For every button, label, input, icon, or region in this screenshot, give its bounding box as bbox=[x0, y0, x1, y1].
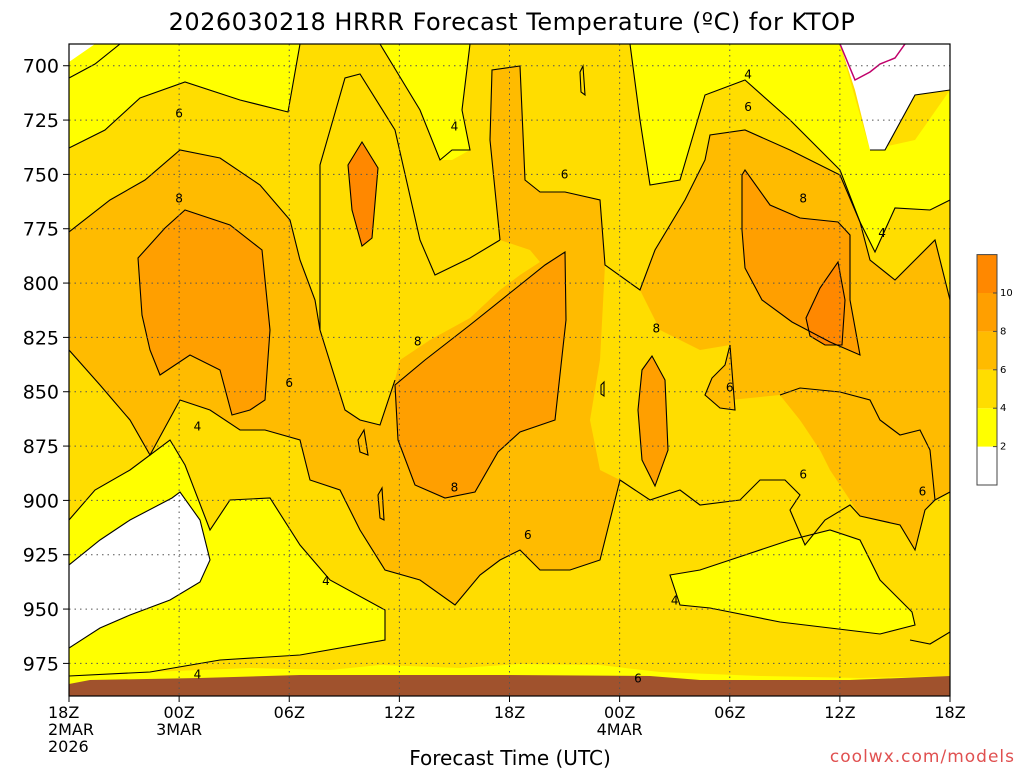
contour-label: 8 bbox=[653, 322, 661, 336]
field-2-4-lower-left bbox=[69, 440, 385, 676]
field-below-2-lower-left bbox=[69, 492, 210, 648]
field-below-2-top-left bbox=[69, 44, 95, 62]
x-tick-label: 12Z bbox=[824, 703, 855, 722]
contour-label: 6 bbox=[634, 672, 642, 686]
y-tick-label: 975 bbox=[23, 653, 59, 675]
field-6-8-middle-right-patch bbox=[705, 345, 735, 410]
colorbar-swatch bbox=[977, 293, 997, 332]
terrain bbox=[69, 675, 950, 696]
x-tick-label: 2026 bbox=[48, 737, 89, 756]
field-8-10-middle bbox=[395, 252, 566, 498]
x-tick-label: 3MAR bbox=[156, 720, 202, 739]
contour-label: 4 bbox=[451, 120, 459, 134]
x-tick-label: 06Z bbox=[714, 703, 745, 722]
field-2-4-top-right bbox=[630, 44, 950, 252]
contour-label: 4 bbox=[194, 667, 202, 681]
y-tick-label: 850 bbox=[23, 382, 59, 404]
x-tick-label: 06Z bbox=[274, 703, 305, 722]
contour-label: 6 bbox=[524, 528, 532, 542]
contour-label: 4 bbox=[878, 226, 886, 240]
field-10-12-right bbox=[806, 262, 845, 345]
x-axis-label: Forecast Time (UTC) bbox=[409, 746, 611, 768]
field-below-2-top-right bbox=[840, 44, 950, 150]
y-tick-label: 800 bbox=[23, 273, 59, 295]
y-tick-label: 750 bbox=[23, 164, 59, 186]
colorbar-swatch bbox=[977, 446, 997, 485]
field-10-12-upper-middle bbox=[348, 142, 378, 246]
contour-label: 4 bbox=[194, 420, 202, 434]
y-tick-label: 875 bbox=[23, 436, 59, 458]
field-6-8-right bbox=[780, 388, 935, 550]
y-tick-label: 825 bbox=[23, 327, 59, 349]
x-tick-label: 00Z bbox=[604, 703, 635, 722]
field-8-10-center-right bbox=[638, 356, 668, 486]
contour-lines bbox=[69, 44, 950, 677]
y-tick-label: 725 bbox=[23, 110, 59, 132]
field-2-4-top-middle bbox=[380, 44, 470, 160]
gridlines bbox=[69, 44, 950, 696]
colorbar-swatch bbox=[977, 369, 997, 409]
field-2-4-upper-left bbox=[69, 44, 300, 148]
contour-label: 6 bbox=[919, 485, 927, 499]
contour-label: 8 bbox=[414, 335, 422, 349]
y-tick-label: 925 bbox=[23, 545, 59, 567]
x-tick-label: 00Z bbox=[163, 703, 194, 722]
colorbar-label: 6 bbox=[1000, 365, 1006, 376]
contour-label: 4 bbox=[744, 67, 752, 81]
y-tick-label: 900 bbox=[23, 490, 59, 512]
field-2-4-lower-right bbox=[670, 530, 915, 634]
contour-label: 4 bbox=[671, 593, 679, 607]
colorbar-swatch bbox=[977, 408, 997, 447]
colorbar-label: 10 bbox=[1000, 288, 1013, 299]
contour-labels: 6 8 4 6 4 6 8 4 8 8 6 6 4 6 6 8 6 4 4 4 6 bbox=[175, 67, 926, 685]
contour-label: 6 bbox=[799, 467, 807, 481]
y-tick-label: 700 bbox=[23, 56, 59, 78]
x-tick-label: 18Z bbox=[934, 703, 965, 722]
colorbar-swatch bbox=[977, 331, 997, 370]
contour-label: 8 bbox=[799, 191, 807, 205]
contour-label: 6 bbox=[726, 380, 734, 394]
contour-label: 6 bbox=[175, 107, 183, 121]
x-tick-label: 18Z bbox=[48, 703, 79, 722]
x-tick-label: 4MAR bbox=[597, 720, 643, 739]
contour-label: 8 bbox=[451, 480, 459, 494]
contour-label: 6 bbox=[285, 376, 293, 390]
contour-label: 4 bbox=[322, 574, 330, 588]
colorbar: 2 4 6 8 10 bbox=[976, 254, 1013, 486]
credit-text: coolwx.com/models bbox=[830, 747, 1015, 767]
colorbar-swatch bbox=[977, 254, 997, 293]
y-tick-label: 950 bbox=[23, 599, 59, 621]
plot-area bbox=[69, 44, 950, 696]
field-4-6-pocket bbox=[320, 74, 540, 425]
colorbar-label: 2 bbox=[1000, 442, 1006, 453]
contour-label: 8 bbox=[175, 191, 183, 205]
y-tick-label: 775 bbox=[23, 219, 59, 241]
colorbar-label: 8 bbox=[1000, 326, 1006, 337]
field-8-10-left bbox=[138, 210, 270, 415]
x-tick-label: 2MAR bbox=[48, 720, 94, 739]
colorbar-label: 4 bbox=[1000, 403, 1006, 414]
x-tick-label: 12Z bbox=[384, 703, 415, 722]
contour-label: 6 bbox=[744, 100, 752, 114]
chart-title: 2026030218 HRRR Forecast Temperature (ºC… bbox=[169, 8, 856, 36]
contour-label: 6 bbox=[561, 167, 569, 181]
x-tick-label: 18Z bbox=[494, 703, 525, 722]
y-axis: 700 725 750 775 800 825 850 875 900 925 950 975 bbox=[23, 56, 69, 675]
